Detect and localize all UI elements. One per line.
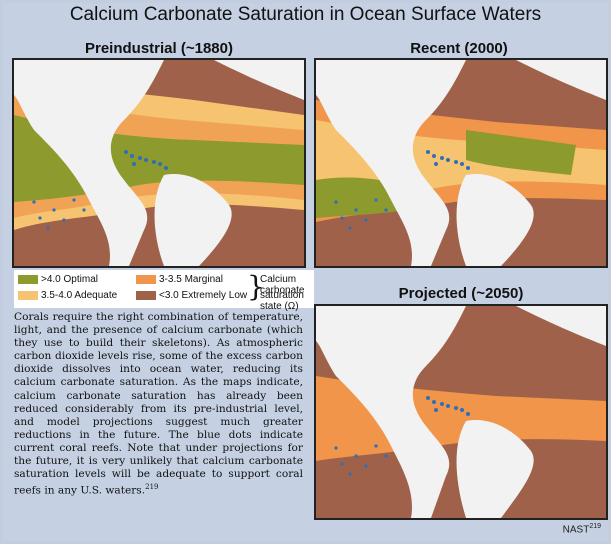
legend-swatch-optimal (18, 275, 38, 284)
legend-label-marginal: 3-3.5 Marginal (159, 274, 223, 285)
map-preindustrial (12, 58, 306, 268)
legend-item-adequate: 3.5-4.0 Adequate (18, 290, 117, 301)
legend-swatch-extremely-low (136, 291, 156, 300)
legend-label-adequate: 3.5-4.0 Adequate (41, 290, 118, 301)
legend-item-optimal: >4.0 Optimal (18, 274, 98, 285)
map-legend: >4.0 Optimal 3-3.5 Marginal 3.5-4.0 Adeq… (14, 270, 314, 312)
map-title-projected: Projected (~2050) (398, 285, 524, 302)
legend-swatch-marginal (136, 275, 156, 284)
legend-label-optimal: >4.0 Optimal (41, 274, 98, 285)
legend-caption-line2: saturation state (Ω) (260, 290, 304, 312)
legend-brace: } (247, 270, 265, 303)
map-title-preindustrial: Preindustrial (~1880) (85, 40, 233, 57)
caption-reference: 219 (145, 483, 159, 492)
figure-title: Calcium Carbonate Saturation in Ocean Su… (69, 4, 542, 25)
map-recent (314, 58, 608, 268)
credit-label: NAST (562, 524, 590, 536)
source-credit: NAST219 (563, 523, 601, 535)
legend-swatch-adequate (18, 291, 38, 300)
map-projected (314, 304, 608, 520)
map-title-recent: Recent (2000) (410, 40, 508, 57)
caption-text: Corals require the right combination of … (14, 311, 303, 498)
credit-reference: 219 (589, 523, 601, 530)
caption-body: Corals require the right combination of … (14, 311, 303, 497)
legend-item-extremely-low: <3.0 Extremely Low (136, 290, 247, 301)
legend-caption-line1: Calcium carbonate (260, 274, 305, 296)
legend-item-marginal: 3-3.5 Marginal (136, 274, 223, 285)
legend-label-extremely-low: <3.0 Extremely Low (159, 290, 248, 301)
